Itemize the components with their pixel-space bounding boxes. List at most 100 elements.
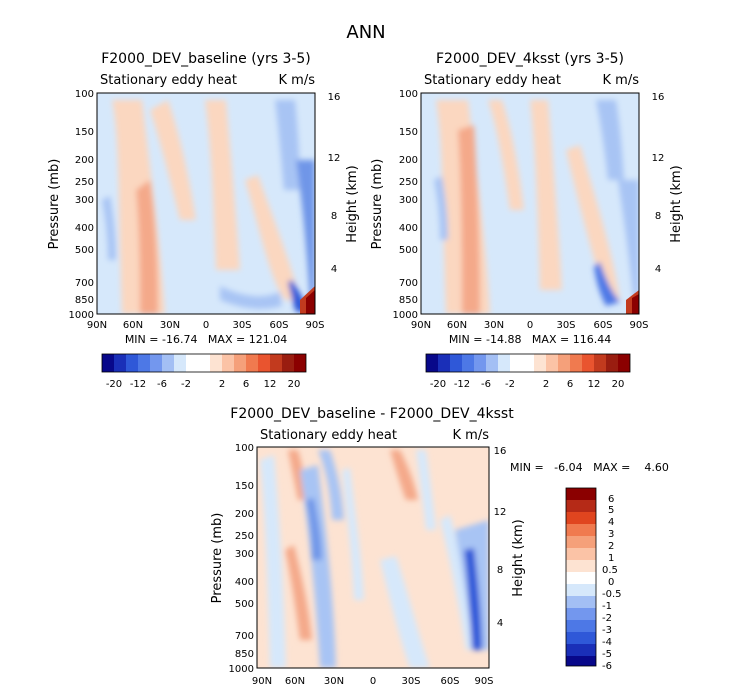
y-tick: 300 [235,549,254,560]
y-axis-label: Pressure (mb) [47,159,62,250]
panel-stats: MIN = -16.74 MAX = 121.04 [125,333,287,346]
x-tick: 30S [232,320,251,331]
y-tick: 500 [75,245,94,256]
panel-baseline: F2000_DEV_baseline (yrs 3-5) Stationary … [47,51,360,390]
x-tick: 30S [401,676,420,687]
colorbar-label: -12 [454,379,470,390]
colorbar-label: -6 [602,661,612,672]
y-tick: 1000 [69,310,94,321]
colorbar-label: -12 [130,379,146,390]
panel-title: F2000_DEV_4ksst (yrs 3-5) [436,51,624,67]
colorbar-label: 2 [608,541,614,552]
x-tick: 90N [411,320,431,331]
colorbar-label: -20 [430,379,446,390]
colorbar: -20 -12 -6 -2 2 6 12 20 [425,353,631,390]
heatmap-field [421,93,639,314]
height-tick: 16 [494,446,507,457]
height-tick: 4 [331,264,337,275]
x-tick: 30N [484,320,504,331]
colorbar-label: 1 [608,553,614,564]
x-tick: 0 [527,320,533,331]
y-tick: 850 [235,649,254,660]
y-axis-label: Pressure (mb) [210,513,225,604]
colorbar-label: -0.5 [602,589,622,600]
colorbar-label: 2 [219,379,225,390]
x-tick: 90S [629,320,648,331]
panel-units: K m/s [279,73,316,88]
height-tick: 8 [497,565,503,576]
x-tick: 60N [285,676,305,687]
y-tick: 400 [235,577,254,588]
colorbar-label: -3 [602,625,612,636]
colorbar-label: 20 [288,379,301,390]
colorbar-label: 12 [588,379,601,390]
panel-subtitle-left: Stationary eddy heat [424,73,561,88]
x-tick: 90S [305,320,324,331]
y-tick: 150 [235,481,254,492]
y-tick: 700 [235,631,254,642]
panel-4ksst: F2000_DEV_4ksst (yrs 3-5) Stationary edd… [370,51,684,390]
colorbar-label: 6 [567,379,573,390]
colorbar-label: -20 [106,379,122,390]
x-tick: 90N [252,676,272,687]
y-tick: 250 [399,177,418,188]
y-tick: 400 [399,223,418,234]
y-axis-label-right: Height (km) [511,519,526,596]
height-tick: 12 [494,507,507,518]
y-tick: 300 [399,195,418,206]
colorbar-label: -4 [602,637,612,648]
x-tick: 0 [370,676,376,687]
y-tick: 100 [75,89,94,100]
panel-units: K m/s [453,428,490,443]
y-axis-label-right: Height (km) [345,165,360,242]
y-tick: 250 [75,177,94,188]
x-tick: 30S [556,320,575,331]
x-tick: 60N [123,320,143,331]
height-tick: 16 [652,92,665,103]
x-tick: 60S [269,320,288,331]
heatmap-field [97,93,315,314]
y-tick: 100 [399,89,418,100]
y-tick: 500 [235,599,254,610]
height-tick: 8 [655,211,661,222]
y-tick: 150 [399,127,418,138]
colorbar-label: 20 [612,379,625,390]
y-tick: 200 [399,155,418,166]
panel-difference: F2000_DEV_baseline - F2000_DEV_4ksst Sta… [210,406,669,687]
colorbar-label: 6 [608,494,614,505]
x-tick: 90S [474,676,493,687]
y-tick: 200 [75,155,94,166]
y-tick: 700 [75,278,94,289]
colorbar-label: -1 [602,601,612,612]
height-tick: 4 [655,264,661,275]
panel-title: F2000_DEV_baseline - F2000_DEV_4ksst [230,406,514,422]
heatmap-field [257,447,489,668]
height-tick: 12 [652,153,665,164]
panel-stats: MIN = -14.88 MAX = 116.44 [449,333,611,346]
colorbar-label: -2 [181,379,191,390]
panel-stats: MIN = -6.04 MAX = 4.60 [510,461,669,474]
colorbar-label: 4 [608,517,614,528]
y-axis-label-right: Height (km) [669,165,684,242]
y-tick: 100 [235,443,254,454]
colorbar-label: 0 [608,577,614,588]
colorbar: -20 -12 -6 -2 2 6 12 20 [101,353,307,390]
x-tick: 60S [593,320,612,331]
colorbar-label: -2 [505,379,515,390]
y-tick: 850 [75,295,94,306]
colorbar-label: -5 [602,649,612,660]
height-tick: 8 [331,211,337,222]
x-tick: 90N [87,320,107,331]
panel-subtitle-left: Stationary eddy heat [100,73,237,88]
x-tick: 30N [324,676,344,687]
panel-title: F2000_DEV_baseline (yrs 3-5) [101,51,311,67]
y-tick: 150 [75,127,94,138]
y-tick: 250 [235,531,254,542]
panel-subtitle-left: Stationary eddy heat [260,428,397,443]
colorbar-label: 5 [608,505,614,516]
y-tick: 850 [399,295,418,306]
colorbar-label: 12 [264,379,277,390]
height-tick: 16 [328,92,341,103]
height-tick: 12 [328,153,341,164]
